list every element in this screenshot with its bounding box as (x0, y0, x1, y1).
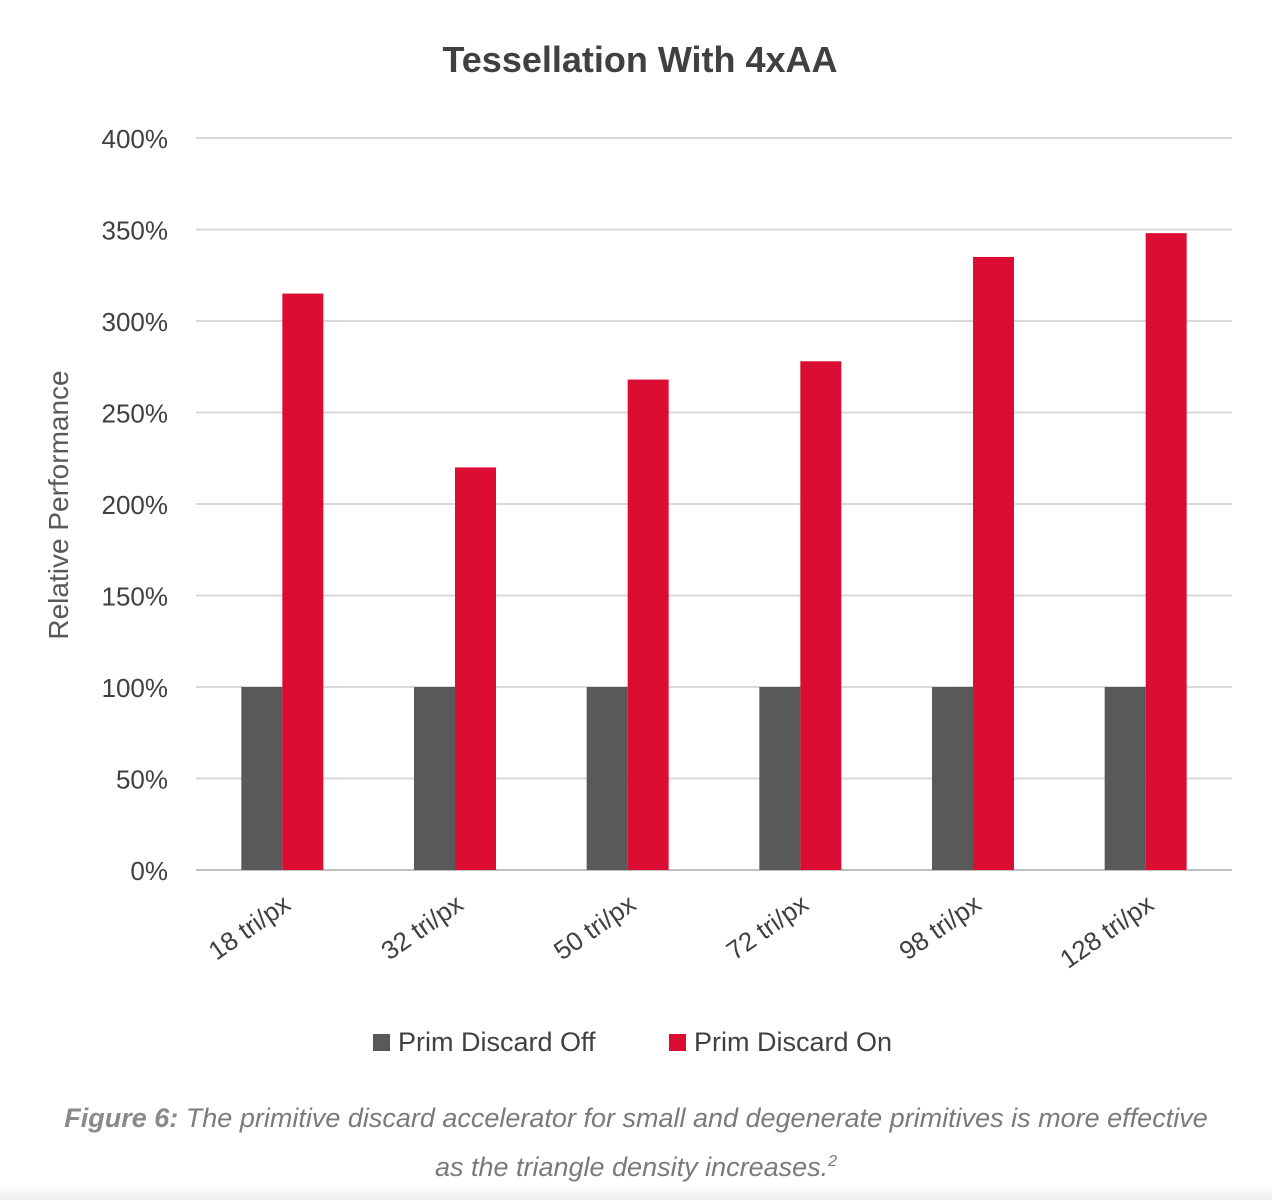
legend-label: Prim Discard On (694, 1027, 892, 1057)
caption-footnote: 2 (828, 1153, 838, 1170)
y-tick-label: 100% (102, 673, 169, 703)
x-tick-label: 98 tri/px (893, 888, 986, 966)
y-tick-labels: 0% 50% 100% 150% 200% 250% 300% 350% 400% (102, 124, 169, 886)
x-tick-labels: 18 tri/px 32 tri/px 50 tri/px 72 tri/px 98 t… (203, 888, 1159, 974)
bar-chart: Tessellation With 4xAA Relative Performa… (43, 39, 1232, 1057)
bar-on (800, 361, 842, 870)
caption-lead: Figure 6: (64, 1103, 179, 1133)
y-tick-label: 250% (102, 399, 169, 429)
bar-off (932, 687, 973, 870)
legend-swatch (373, 1034, 390, 1051)
y-tick-label: 50% (116, 765, 168, 795)
bar-off (759, 687, 801, 870)
x-tick-label: 50 tri/px (548, 888, 641, 966)
gridlines (196, 137, 1232, 871)
bar-off (1104, 687, 1146, 870)
x-tick-label: 72 tri/px (721, 888, 814, 966)
figure-caption: Figure 6: The primitive discard accelera… (60, 1096, 1212, 1189)
bar-off (241, 687, 283, 870)
x-tick-label: 128 tri/px (1054, 888, 1159, 974)
legend-label: Prim Discard Off (398, 1027, 596, 1057)
y-tick-label: 300% (102, 307, 169, 337)
y-tick-label: 150% (102, 582, 169, 612)
y-axis-label: Relative Performance (43, 370, 74, 639)
legend-swatch (669, 1034, 686, 1051)
page-edge (0, 1184, 1272, 1200)
y-tick-label: 200% (102, 490, 169, 520)
x-tick-label: 32 tri/px (375, 888, 468, 966)
bar-on (973, 256, 1014, 870)
bar-on (1145, 233, 1187, 870)
bar-on (455, 467, 496, 870)
legend: Prim Discard Off Prim Discard On (373, 1027, 892, 1057)
bars (241, 233, 1187, 870)
chart-title: Tessellation With 4xAA (442, 39, 837, 80)
y-tick-label: 0% (130, 856, 168, 886)
x-tick-label: 18 tri/px (203, 888, 296, 966)
caption-text: The primitive discard accelerator for sm… (185, 1103, 1208, 1182)
y-tick-label: 350% (102, 216, 169, 246)
bar-off (414, 687, 455, 870)
y-tick-label: 400% (102, 124, 169, 154)
bar-on (282, 293, 324, 870)
bar-on (627, 379, 669, 870)
bar-off (586, 687, 628, 870)
